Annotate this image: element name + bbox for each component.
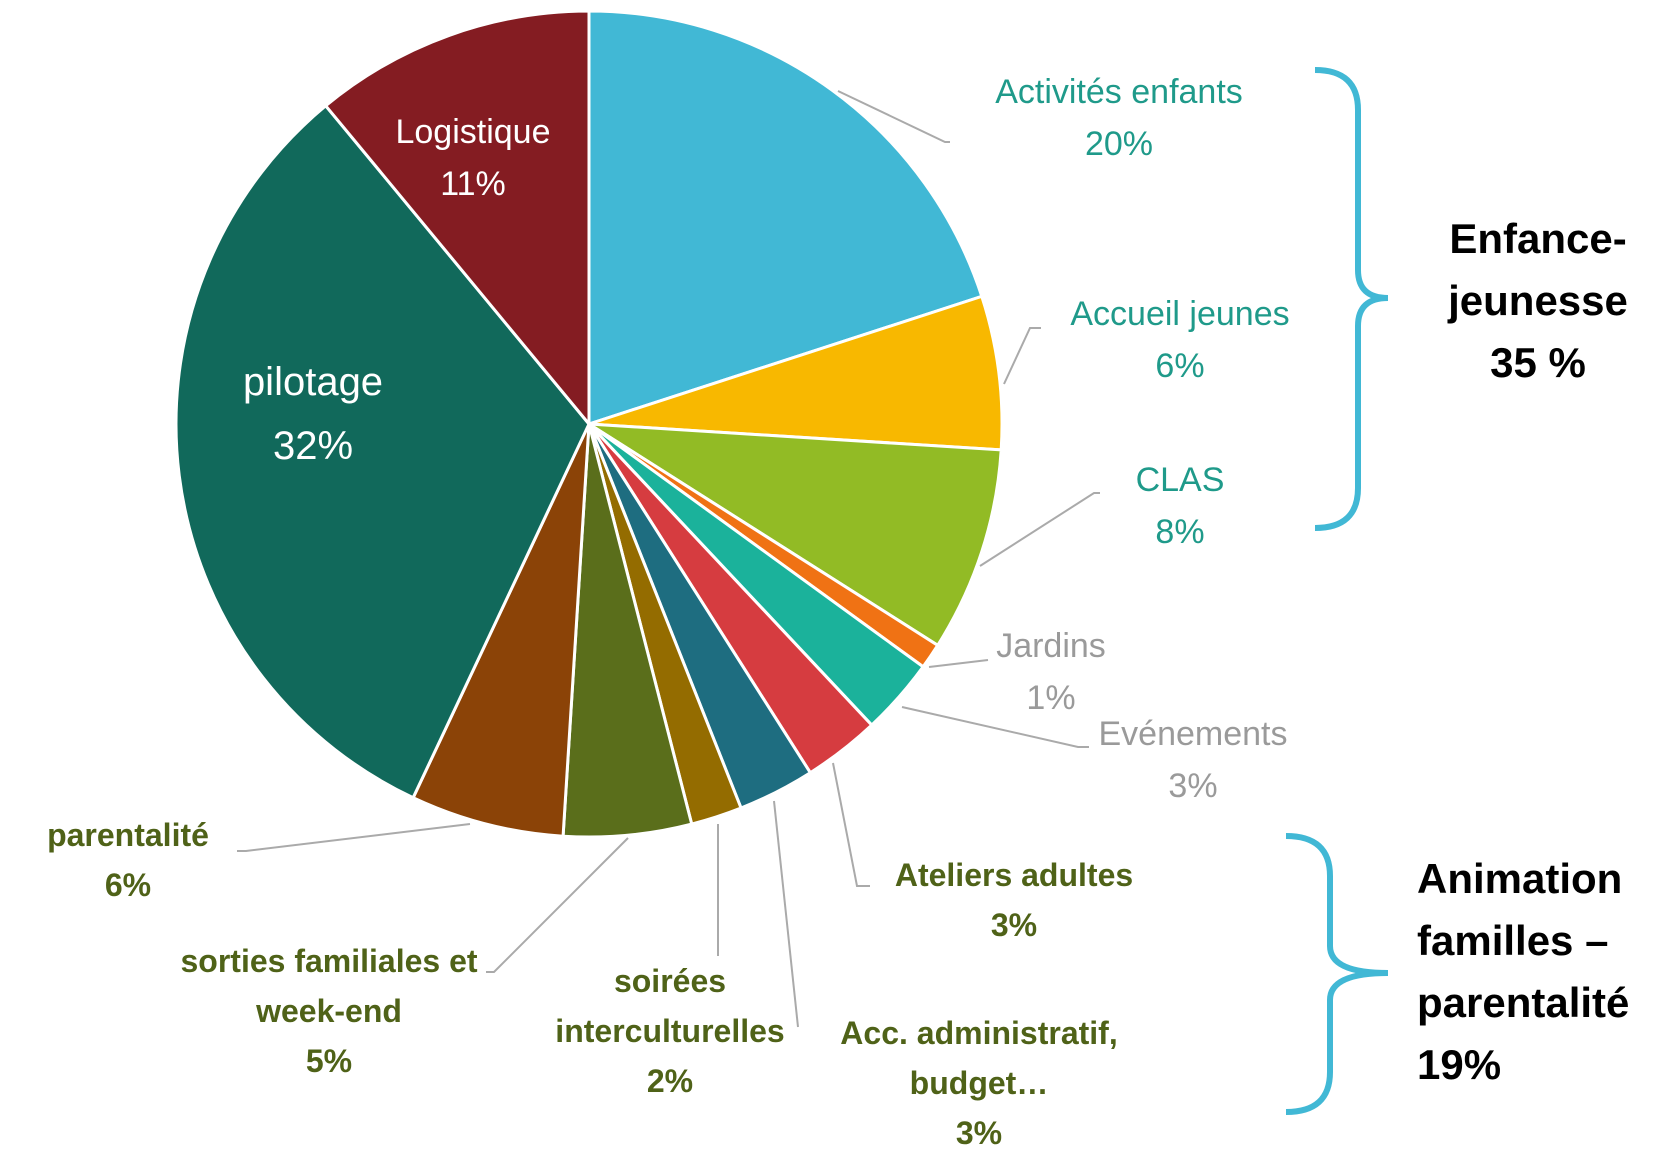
category-name: sorties familiales et week-end xyxy=(180,943,478,1029)
value-label: 3% xyxy=(955,1115,1003,1151)
category-name: Logistique xyxy=(395,113,551,151)
bracket xyxy=(1285,833,1389,1115)
value-label: 32% xyxy=(272,424,354,468)
leader-line xyxy=(832,762,870,887)
value-label: 11% xyxy=(440,165,506,203)
slice-label: Ateliers adultes 3% xyxy=(895,850,1133,950)
slice xyxy=(587,9,984,427)
bracket xyxy=(1314,67,1389,531)
slice xyxy=(323,9,591,429)
category-name: Jardins xyxy=(996,627,1106,665)
slice-label: pilotage 32% xyxy=(243,350,383,478)
category-name: soirées interculturelles xyxy=(555,963,785,1049)
value-label: 3% xyxy=(1168,767,1218,805)
group-label: Enfance-jeunesse 35 % xyxy=(1428,208,1648,394)
category-name: Ateliers adultes xyxy=(894,857,1134,893)
value-label: 6% xyxy=(1155,347,1205,385)
leader-lines xyxy=(237,90,1100,1028)
value-label: 5% xyxy=(305,1043,353,1079)
slice-label: Activités enfants 20% xyxy=(995,66,1243,170)
group-label: Animation familles – parentalité 19% xyxy=(1417,848,1667,1096)
leader-line xyxy=(486,837,629,973)
group-title: Enfance-jeunesse xyxy=(1448,215,1628,324)
slice-label: CLAS 8% xyxy=(1136,454,1225,558)
group-title: Animation familles – parentalité xyxy=(1417,855,1630,1026)
leader-line xyxy=(773,800,799,1028)
leader-line xyxy=(837,90,950,143)
leader-line xyxy=(1003,327,1041,385)
slice-label: parentalité 6% xyxy=(47,810,209,910)
slice-label: Accueil jeunes 6% xyxy=(1070,288,1289,392)
value-label: 6% xyxy=(104,867,152,903)
category-name: CLAS xyxy=(1135,461,1225,499)
slice xyxy=(174,103,591,800)
leader-line xyxy=(237,823,471,852)
slice-label: Jardins 1% xyxy=(996,620,1106,724)
value-label: 2% xyxy=(646,1063,694,1099)
slice-label: sorties familiales et week-end 5% xyxy=(177,936,482,1086)
leader-line xyxy=(979,492,1100,567)
value-label: 1% xyxy=(1026,679,1076,717)
slice-label: Logistique 11% xyxy=(395,106,550,210)
slice xyxy=(588,294,1004,452)
slice-label: Acc. administratif, budget… 3% xyxy=(812,1008,1147,1158)
pie xyxy=(174,9,1004,839)
slice xyxy=(411,423,591,838)
slice xyxy=(588,422,1003,648)
category-name: parentalité xyxy=(47,817,209,853)
category-name: Accueil jeunes xyxy=(1070,295,1290,333)
value-label: 8% xyxy=(1155,513,1205,551)
leader-line xyxy=(928,659,989,668)
value-label: 3% xyxy=(990,907,1038,943)
group-value: 19% xyxy=(1417,1041,1502,1088)
value-label: 20% xyxy=(1084,125,1154,163)
category-name: Evénements xyxy=(1098,715,1288,753)
category-name: pilotage xyxy=(242,360,384,404)
slice-label: Evénements 3% xyxy=(1099,708,1288,812)
slice-label: soirées interculturelles 2% xyxy=(535,956,805,1106)
category-name: Activités enfants xyxy=(995,73,1243,111)
group-value: 35 % xyxy=(1490,339,1586,386)
leader-line xyxy=(901,706,1089,748)
category-name: Acc. administratif, budget… xyxy=(840,1015,1118,1101)
